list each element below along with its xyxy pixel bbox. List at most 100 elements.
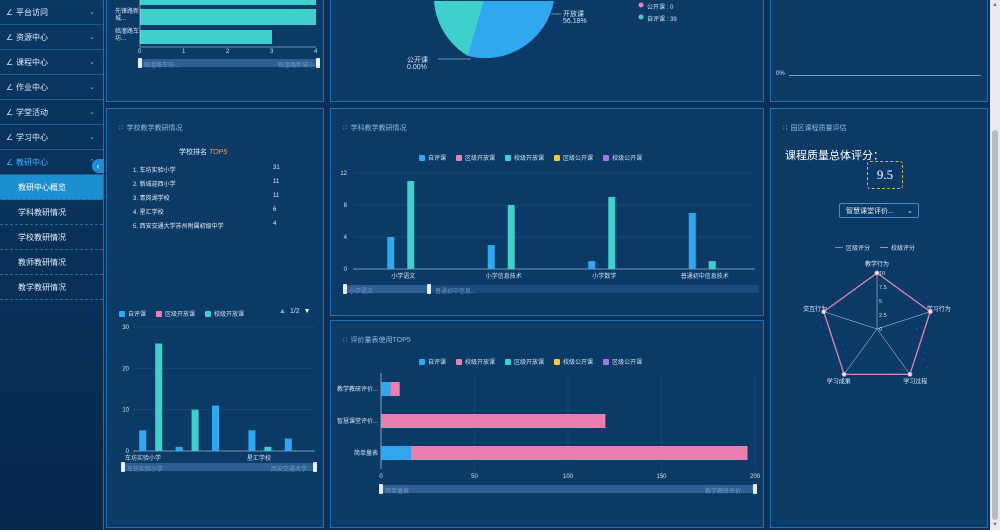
legend-item[interactable]: 校级开放课 xyxy=(456,357,495,366)
legend-item[interactable]: 校级评分 xyxy=(880,243,915,252)
zoom-handle-left[interactable] xyxy=(121,462,125,472)
radar-point xyxy=(907,371,913,377)
legend-item[interactable]: 自评课 xyxy=(119,309,146,318)
nav-item-course-center[interactable]: ∠ 课程中心 ⌄ xyxy=(0,50,103,75)
y-tick-label: 30 xyxy=(122,325,129,331)
zoom-end-label: 临潼路新城小... xyxy=(278,63,320,69)
zoom-handle-left[interactable] xyxy=(343,284,347,294)
quality-score: 9.5 xyxy=(867,161,903,189)
y-tick-label: 10 xyxy=(122,408,129,414)
scroll-up-icon[interactable]: ▲ xyxy=(992,2,998,8)
pager-up-icon[interactable]: ▲ xyxy=(279,308,286,315)
x-tick-label: 0 xyxy=(379,474,383,480)
eval-scale-panel: 评价量表使用TOP5 自评课 校级开放课 区级开放课 校级公开课 区级公开课 0… xyxy=(330,320,764,528)
sub-item-subject-research[interactable]: 学科教研情况 xyxy=(0,200,103,225)
legend-item[interactable]: 校级开放课 xyxy=(505,153,544,162)
sub-item-teacher-research[interactable]: 教师教研情况 xyxy=(0,250,103,275)
y-tick-label: 20 xyxy=(122,366,129,372)
legend-item[interactable]: 区级公开课 xyxy=(603,357,642,366)
rank-item: 3. 青岗湖学校 11 xyxy=(133,193,280,202)
nav-item-classroom-activity[interactable]: ∠ 学堂活动 ⌄ xyxy=(0,100,103,125)
y-tick-label: 8 xyxy=(344,203,348,209)
top-mid-panel: 开放课 56.18% 公开课 0.00% 公开课 : 0 自评课 : 39 xyxy=(330,0,764,102)
category-label: 临潼路车坊... xyxy=(115,29,140,42)
legend-item[interactable]: 区级评分 xyxy=(835,243,870,252)
x-tick-label: 100 xyxy=(563,474,574,480)
scale-dropdown[interactable]: 智慧课堂评价... ⌄ xyxy=(839,203,919,218)
sub-item-research-overview[interactable]: 教研中心概览 xyxy=(0,175,103,200)
zoom-start-label: 车坊实验小学 xyxy=(127,467,164,473)
bar-0-2 xyxy=(381,446,411,460)
bar-0-0 xyxy=(387,237,395,269)
nav-item-research-center[interactable]: ∠教研中心⌃ xyxy=(0,150,103,175)
legend-item[interactable]: 区级开放课 xyxy=(456,153,495,162)
chevron-down-icon: ⌄ xyxy=(89,84,95,91)
zoom-handle-right[interactable] xyxy=(427,284,431,294)
page-scrollbar[interactable]: ▲ ▼ xyxy=(990,0,1000,530)
radar-spoke xyxy=(876,328,911,375)
quality-heading: 课程质量总体评分： xyxy=(785,150,884,162)
legend-item[interactable]: 校级公开课 xyxy=(554,357,593,366)
pie-slice-open-class-b xyxy=(468,1,554,59)
x-tick-label: 小学信息技术 xyxy=(486,272,522,280)
nav-item-platform-access[interactable]: ∠ 平台访问 ⌄ xyxy=(0,0,103,25)
rank-item: 1. 车坊实验小学 31 xyxy=(133,165,280,174)
sidebar: ∠ 平台访问 ⌄ ∠ 资源中心 ⌄ ∠ 课程中心 ⌄ ∠ 作业中心 ⌄ ∠ 学堂活动 ⌄ ∠ 学习中心… xyxy=(0,0,104,530)
eval-chart-legend: 自评课 校级开放课 区级开放课 校级公开课 区级公开课 xyxy=(419,357,642,366)
legend-item[interactable]: 校级开放课 xyxy=(205,309,244,318)
bar-0-1 xyxy=(487,245,495,269)
legend-item[interactable]: 区级开放课 xyxy=(156,309,195,318)
bar-0 xyxy=(140,0,316,5)
top-left-panel: 先锋路新城... 临潼路车坊... 0 1 2 3 4 临潼路车坊... 临潼路… xyxy=(106,0,324,102)
sidebar-collapse-button[interactable]: ‹ xyxy=(92,159,104,173)
zoom-end-label: 西安交通大学... xyxy=(271,467,313,473)
nav-item-homework-center[interactable]: ∠ 作业中心 ⌄ xyxy=(0,75,103,100)
subject-data-zoom[interactable]: 小学语文 普通初中信息... xyxy=(343,284,759,295)
y-tick-label: 0 xyxy=(126,449,130,455)
radar-tick-label: 2.5 xyxy=(879,313,887,319)
zoom-handle-right[interactable] xyxy=(316,58,320,68)
legend-item[interactable]: 自评课 xyxy=(419,357,446,366)
chart-line-icon: ∠ xyxy=(6,57,14,67)
category-label: 先锋路新城... xyxy=(115,9,140,22)
y-tick-label: 4 xyxy=(344,235,348,241)
top-left-data-zoom[interactable]: 临潼路车坊... 临潼路新城小... xyxy=(138,58,320,69)
sub-item-school-research[interactable]: 学校教研情况 xyxy=(0,225,103,250)
nav-item-learning-center[interactable]: ∠ 学习中心 ⌄ xyxy=(0,125,103,150)
legend-item[interactable]: 区级开放课 xyxy=(505,357,544,366)
course-quality-panel: 园区课程质量评估 课程质量总体评分： 9.5 智慧课堂评价... ⌄ 区级评分 … xyxy=(770,108,988,528)
school-data-zoom[interactable]: 车坊实验小学 西安交通大学... xyxy=(121,462,317,473)
school-chart-legend: 自评课 区级开放课 校级开放课 xyxy=(119,309,244,318)
panel-title: 学科教学教研情况 xyxy=(343,123,406,133)
zoom-handle-left[interactable] xyxy=(379,484,383,494)
chevron-down-icon: ⌄ xyxy=(89,59,95,66)
legend-dot-self xyxy=(638,14,644,20)
school-bar-chart: 0 10 20 30 xyxy=(122,325,315,455)
zoom-handle-right[interactable] xyxy=(313,462,317,472)
chevron-down-icon: ⌄ xyxy=(89,34,95,41)
pager-down-icon[interactable]: ▼ xyxy=(303,308,311,315)
zoom-handle-left[interactable] xyxy=(138,58,142,68)
legend-item[interactable]: 校级公开课 xyxy=(603,153,642,162)
bar-2-0 xyxy=(155,343,163,451)
nav-item-resource-center[interactable]: ∠ 资源中心 ⌄ xyxy=(0,25,103,50)
radar-indicator-label: 教学行为 xyxy=(865,260,889,268)
radar-tick-label: 10 xyxy=(879,271,885,277)
slice-pct-open: 56.18% xyxy=(563,18,587,25)
sub-item-teaching-research[interactable]: 教学教研情况 xyxy=(0,275,103,300)
legend-public: 公开课 : 0 xyxy=(647,5,674,11)
eval-data-zoom[interactable]: 简单量表 教学教研评价... xyxy=(379,484,757,495)
zoom-handle-right[interactable] xyxy=(753,484,757,494)
bar-0-0 xyxy=(139,430,147,451)
legend-item[interactable]: 区级公开课 xyxy=(554,153,593,162)
slice-pct-public: 0.00% xyxy=(407,64,427,71)
legend-item[interactable]: 自评课 xyxy=(419,153,446,162)
scrollbar-thumb[interactable] xyxy=(992,130,998,520)
chart-line-icon: ∠ xyxy=(6,132,14,142)
x-tick-label: 车坊实验小学 xyxy=(125,456,162,462)
chart-line-icon: ∠ xyxy=(6,107,14,117)
bar-2-1 xyxy=(507,205,515,269)
radar-indicator-label: 学习过程 xyxy=(903,378,927,386)
x-tick-label: 2 xyxy=(226,49,230,55)
scroll-down-icon[interactable]: ▼ xyxy=(992,522,998,528)
